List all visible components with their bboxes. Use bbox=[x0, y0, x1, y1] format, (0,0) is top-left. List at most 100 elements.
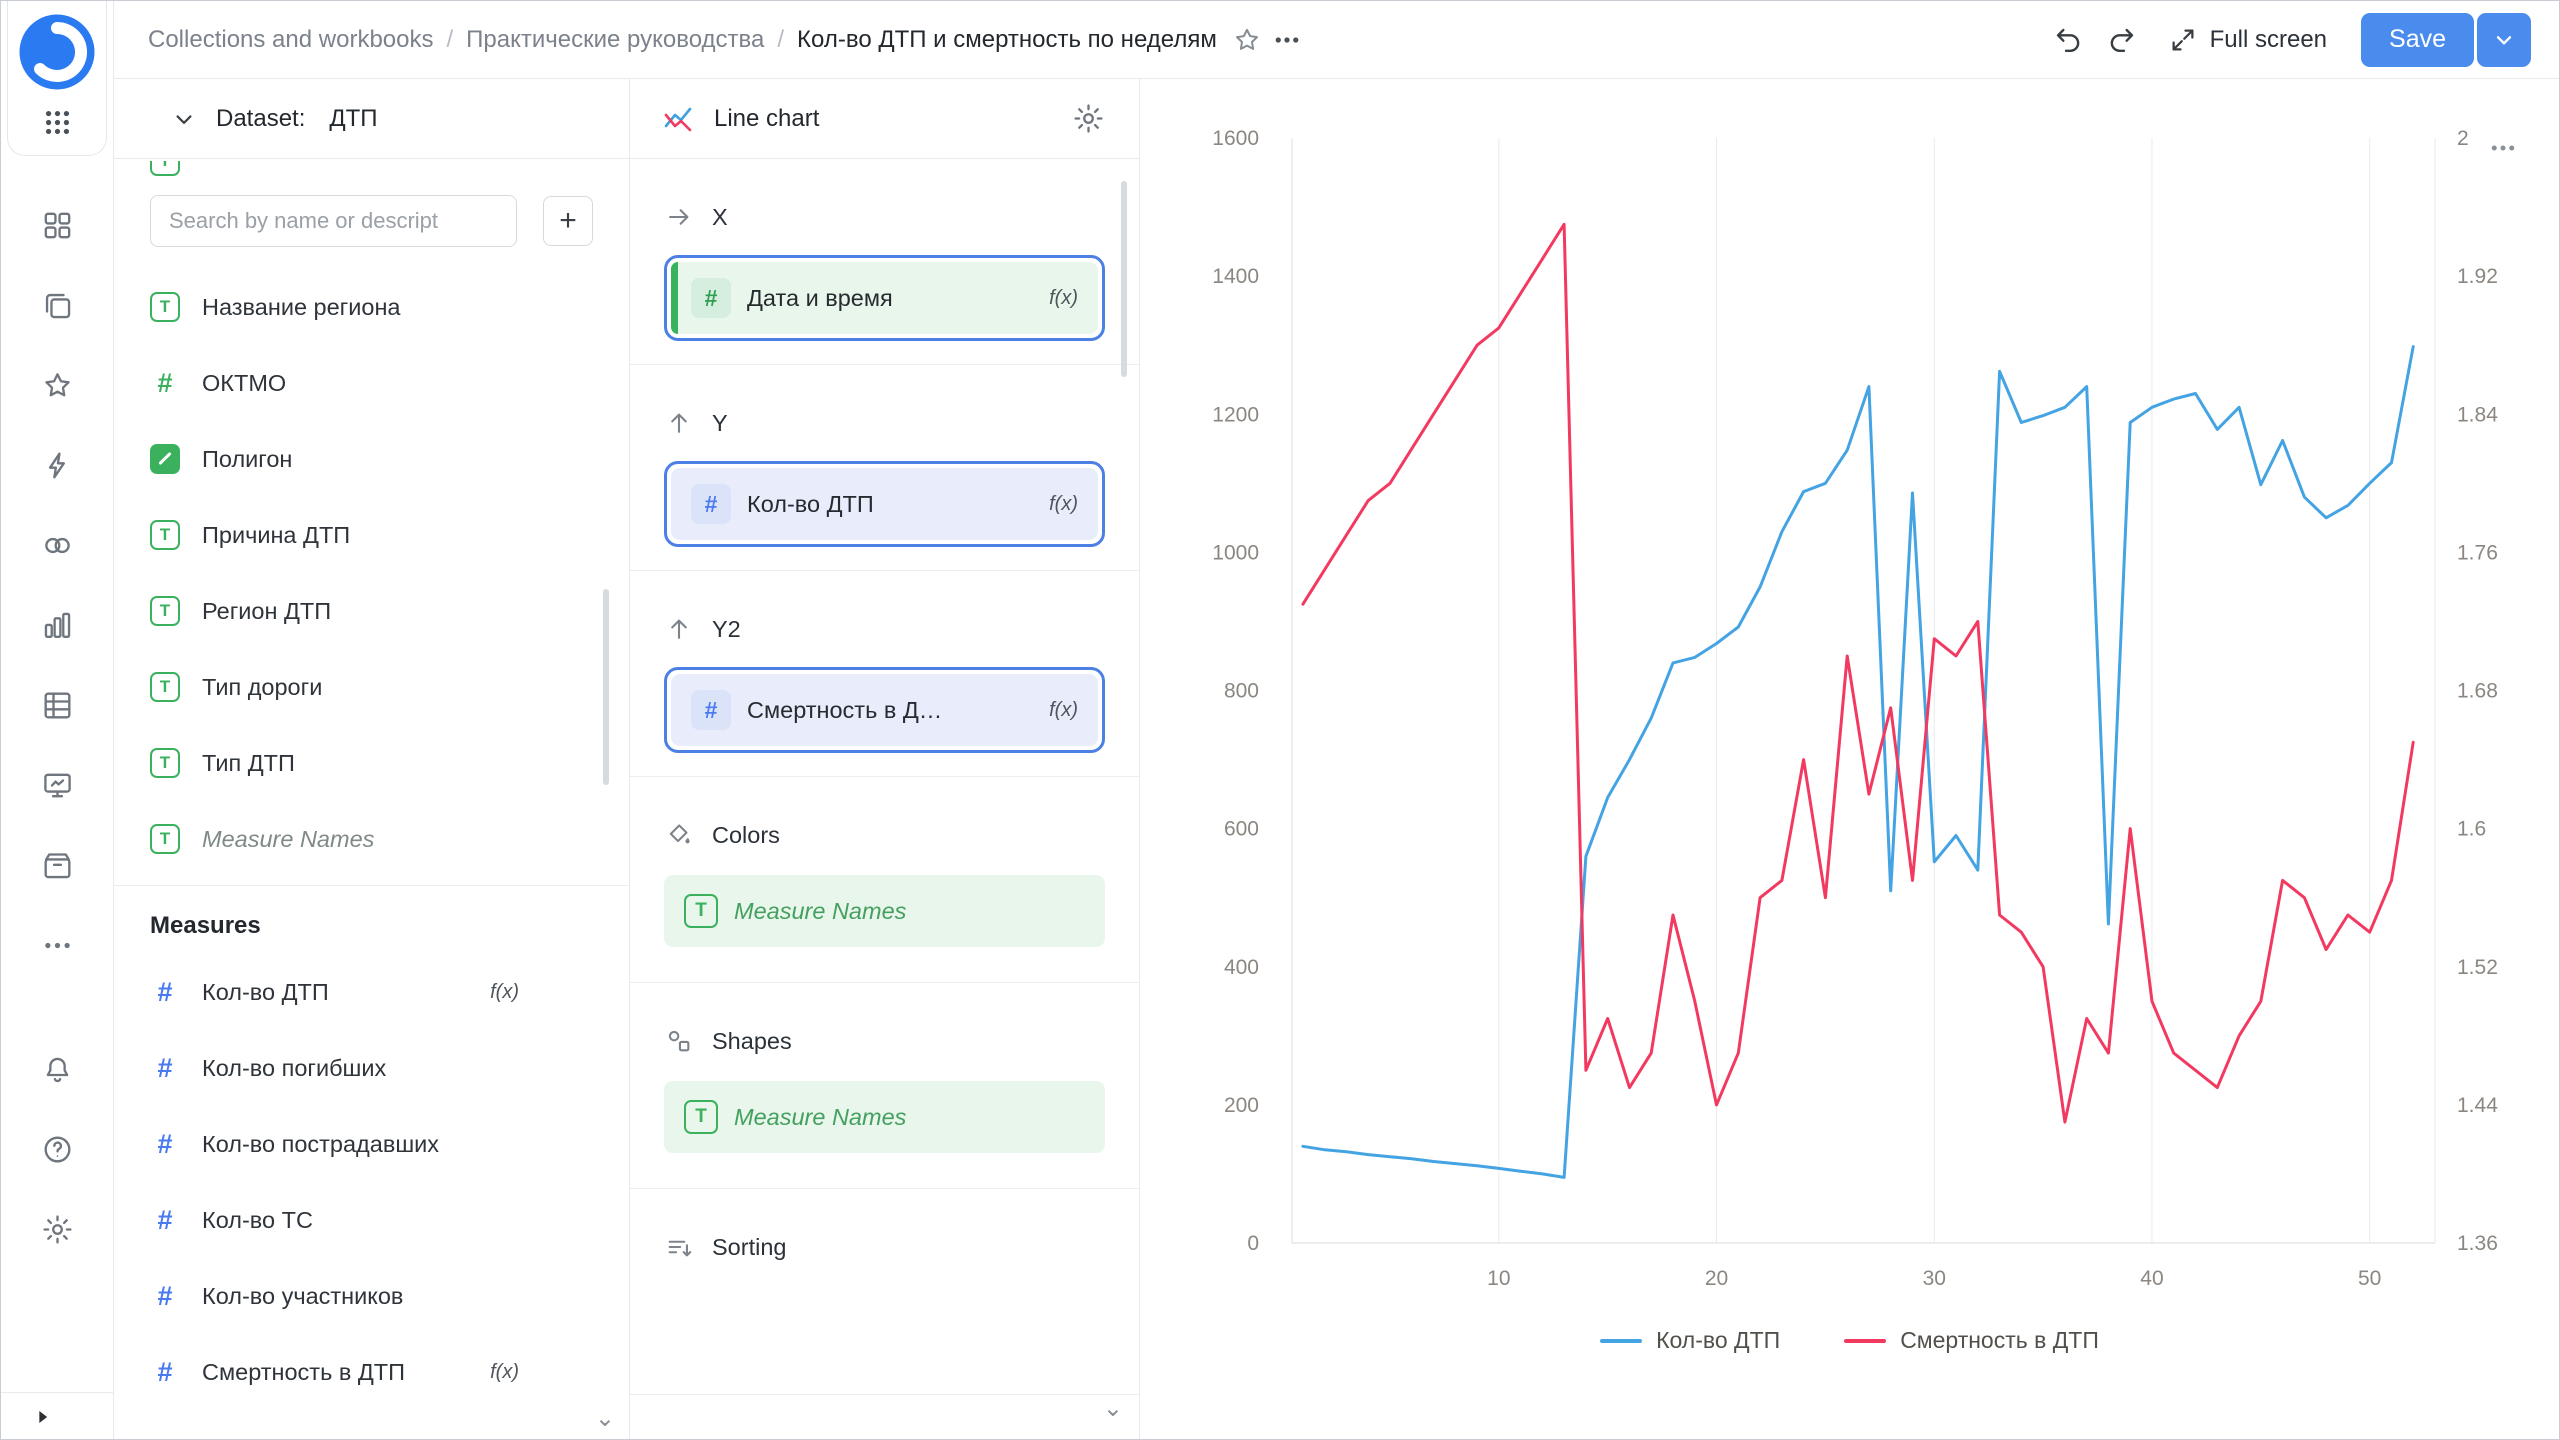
svg-text:10: 10 bbox=[1487, 1267, 1510, 1290]
notifications-icon[interactable] bbox=[40, 1052, 74, 1086]
string-type-icon: T bbox=[150, 292, 180, 322]
config-section-y2: Y2 # Смертность в Д… f(x) bbox=[630, 571, 1139, 777]
chart-more-options-icon[interactable] bbox=[2481, 131, 2525, 165]
svg-text:50: 50 bbox=[2358, 1267, 2381, 1290]
svg-text:1.44: 1.44 bbox=[2457, 1094, 2498, 1117]
selected-field-ring: # Дата и время f(x) bbox=[664, 255, 1105, 341]
section-label: Y2 bbox=[712, 615, 741, 642]
legend-label: Кол-во ДТП bbox=[1656, 1327, 1781, 1353]
field-name: Кол-во участников bbox=[202, 1282, 404, 1309]
config-scrollbar[interactable] bbox=[1121, 181, 1127, 377]
line-chart-type-icon[interactable] bbox=[664, 102, 698, 136]
svg-text:30: 30 bbox=[1923, 1267, 1946, 1290]
scroll-down-chevron-icon[interactable]: ⌄ bbox=[594, 1405, 615, 1432]
measure-item[interactable]: # Смертность в ДТП f(x) bbox=[114, 1334, 629, 1410]
help-icon[interactable] bbox=[40, 1132, 74, 1166]
field-name: Смертность в Д… bbox=[747, 696, 943, 723]
arrow-up-icon bbox=[664, 408, 694, 438]
breadcrumb-separator: / bbox=[777, 25, 785, 53]
field-name: Measure Names bbox=[202, 825, 375, 852]
arrow-right-icon bbox=[664, 202, 694, 232]
left-rail bbox=[1, 1, 114, 1439]
scroll-down-chevron-icon[interactable]: ⌄ bbox=[1102, 1395, 1123, 1422]
field-pill-colors[interactable]: T Measure Names bbox=[664, 875, 1105, 947]
field-name: Регион ДТП bbox=[202, 597, 332, 624]
dataset-scrollbar[interactable] bbox=[603, 589, 609, 785]
legend-item[interactable]: Кол-во ДТП bbox=[1600, 1327, 1780, 1354]
svg-text:1.6: 1.6 bbox=[2457, 818, 2486, 841]
number-type-icon: # bbox=[157, 1280, 173, 1311]
full-screen-button[interactable]: Full screen bbox=[2168, 25, 2327, 55]
storage-icon[interactable] bbox=[40, 848, 74, 882]
field-name: Кол-во пострадавших bbox=[202, 1130, 440, 1157]
redo-icon[interactable] bbox=[2102, 20, 2142, 60]
svg-text:1.68: 1.68 bbox=[2457, 680, 2498, 703]
dimension-item[interactable]: T Причина ДТП bbox=[114, 497, 629, 573]
measure-item[interactable]: # Кол-во ТС bbox=[114, 1182, 629, 1258]
field-pill-y[interactable]: # Кол-во ДТП f(x) bbox=[671, 468, 1098, 540]
chart-legend: Кол-во ДТП Смертность в ДТП bbox=[1140, 1327, 2559, 1354]
expand-icon[interactable] bbox=[31, 1405, 55, 1429]
formula-badge: f(x) bbox=[1049, 286, 1078, 309]
field-pill-y2[interactable]: # Смертность в Д… f(x) bbox=[671, 674, 1098, 746]
editor-icon[interactable] bbox=[40, 448, 74, 482]
dimension-item[interactable]: T Регион ДТП bbox=[114, 573, 629, 649]
dimension-item[interactable]: T Measure Names bbox=[114, 801, 629, 877]
legend-item[interactable]: Смертность в ДТП bbox=[1844, 1327, 2099, 1354]
add-field-button[interactable]: + bbox=[543, 196, 593, 246]
field-pill-x[interactable]: # Дата и время f(x) bbox=[671, 262, 1098, 334]
gear-icon[interactable] bbox=[1071, 102, 1105, 136]
connections-icon[interactable] bbox=[40, 528, 74, 562]
monitoring-icon[interactable] bbox=[40, 768, 74, 802]
dimension-item[interactable]: T Название региона bbox=[114, 269, 629, 345]
labels-icon: A bbox=[664, 1438, 694, 1439]
favorite-star-icon[interactable] bbox=[1227, 20, 1267, 60]
clipped-field-row: T bbox=[114, 161, 629, 181]
apps-grid-icon[interactable] bbox=[40, 105, 74, 139]
undo-icon[interactable] bbox=[2048, 20, 2088, 60]
breadcrumb-item[interactable]: Collections and workbooks bbox=[148, 25, 434, 53]
settings-icon[interactable] bbox=[40, 1212, 74, 1246]
measure-item[interactable]: # Кол-во пострадавших bbox=[114, 1106, 629, 1182]
datasets-icon[interactable] bbox=[40, 688, 74, 722]
datalens-logo[interactable] bbox=[18, 13, 96, 91]
field-name: ОКТМО bbox=[202, 369, 287, 396]
collections-icon[interactable] bbox=[40, 288, 74, 322]
field-name: Смертность в ДТП bbox=[202, 1358, 406, 1385]
charts-icon[interactable] bbox=[40, 608, 74, 642]
field-pill-shapes[interactable]: T Measure Names bbox=[664, 1081, 1105, 1153]
more-icon[interactable] bbox=[40, 928, 74, 962]
measure-item[interactable]: # Кол-во ДТП f(x) bbox=[114, 954, 629, 1030]
search-input[interactable] bbox=[150, 195, 517, 247]
breadcrumb-separator: / bbox=[446, 25, 454, 53]
field-search-row: + bbox=[114, 181, 629, 247]
dimension-item[interactable]: Полигон bbox=[114, 421, 629, 497]
section-label: Colors bbox=[712, 821, 780, 848]
dataset-collapse-chevron-icon[interactable] bbox=[170, 105, 198, 133]
dimension-item[interactable]: T Тип ДТП bbox=[114, 725, 629, 801]
dataset-name[interactable]: ДТП bbox=[329, 104, 378, 132]
more-options-icon[interactable] bbox=[1267, 20, 1307, 60]
breadcrumb-item[interactable]: Практические руководства bbox=[466, 25, 765, 53]
dashboards-icon[interactable] bbox=[40, 208, 74, 242]
svg-text:800: 800 bbox=[1224, 680, 1259, 703]
save-dropdown-button[interactable] bbox=[2477, 12, 2531, 67]
field-name: Measure Names bbox=[734, 1103, 907, 1130]
logo-card bbox=[7, 1, 107, 156]
string-type-icon: T bbox=[150, 161, 180, 176]
dataset-panel-header: Dataset: ДТП bbox=[114, 79, 629, 159]
save-button[interactable]: Save bbox=[2361, 12, 2474, 67]
line-chart: 0 200 400 600 800 1000 1200 1400 1600 1.36 1.44 1.5… bbox=[1212, 127, 2498, 1290]
dimension-item[interactable]: # ОКТМО bbox=[114, 345, 629, 421]
breadcrumb: Collections and workbooks / Практические р… bbox=[148, 26, 1217, 54]
config-section-colors: Colors T Measure Names bbox=[630, 777, 1139, 983]
favorites-icon[interactable] bbox=[40, 368, 74, 402]
selected-field-ring: # Кол-во ДТП f(x) bbox=[664, 461, 1105, 547]
section-label: X bbox=[712, 203, 728, 230]
measure-item[interactable]: # Кол-во участников bbox=[114, 1258, 629, 1334]
measure-item[interactable]: # Кол-во погибших bbox=[114, 1030, 629, 1106]
breadcrumb-item[interactable]: Кол-во ДТП и смертность по неделям bbox=[797, 25, 1217, 53]
rail-footer bbox=[1, 1392, 113, 1439]
field-name: Кол-во ТС bbox=[202, 1206, 313, 1233]
dimension-item[interactable]: T Тип дороги bbox=[114, 649, 629, 725]
